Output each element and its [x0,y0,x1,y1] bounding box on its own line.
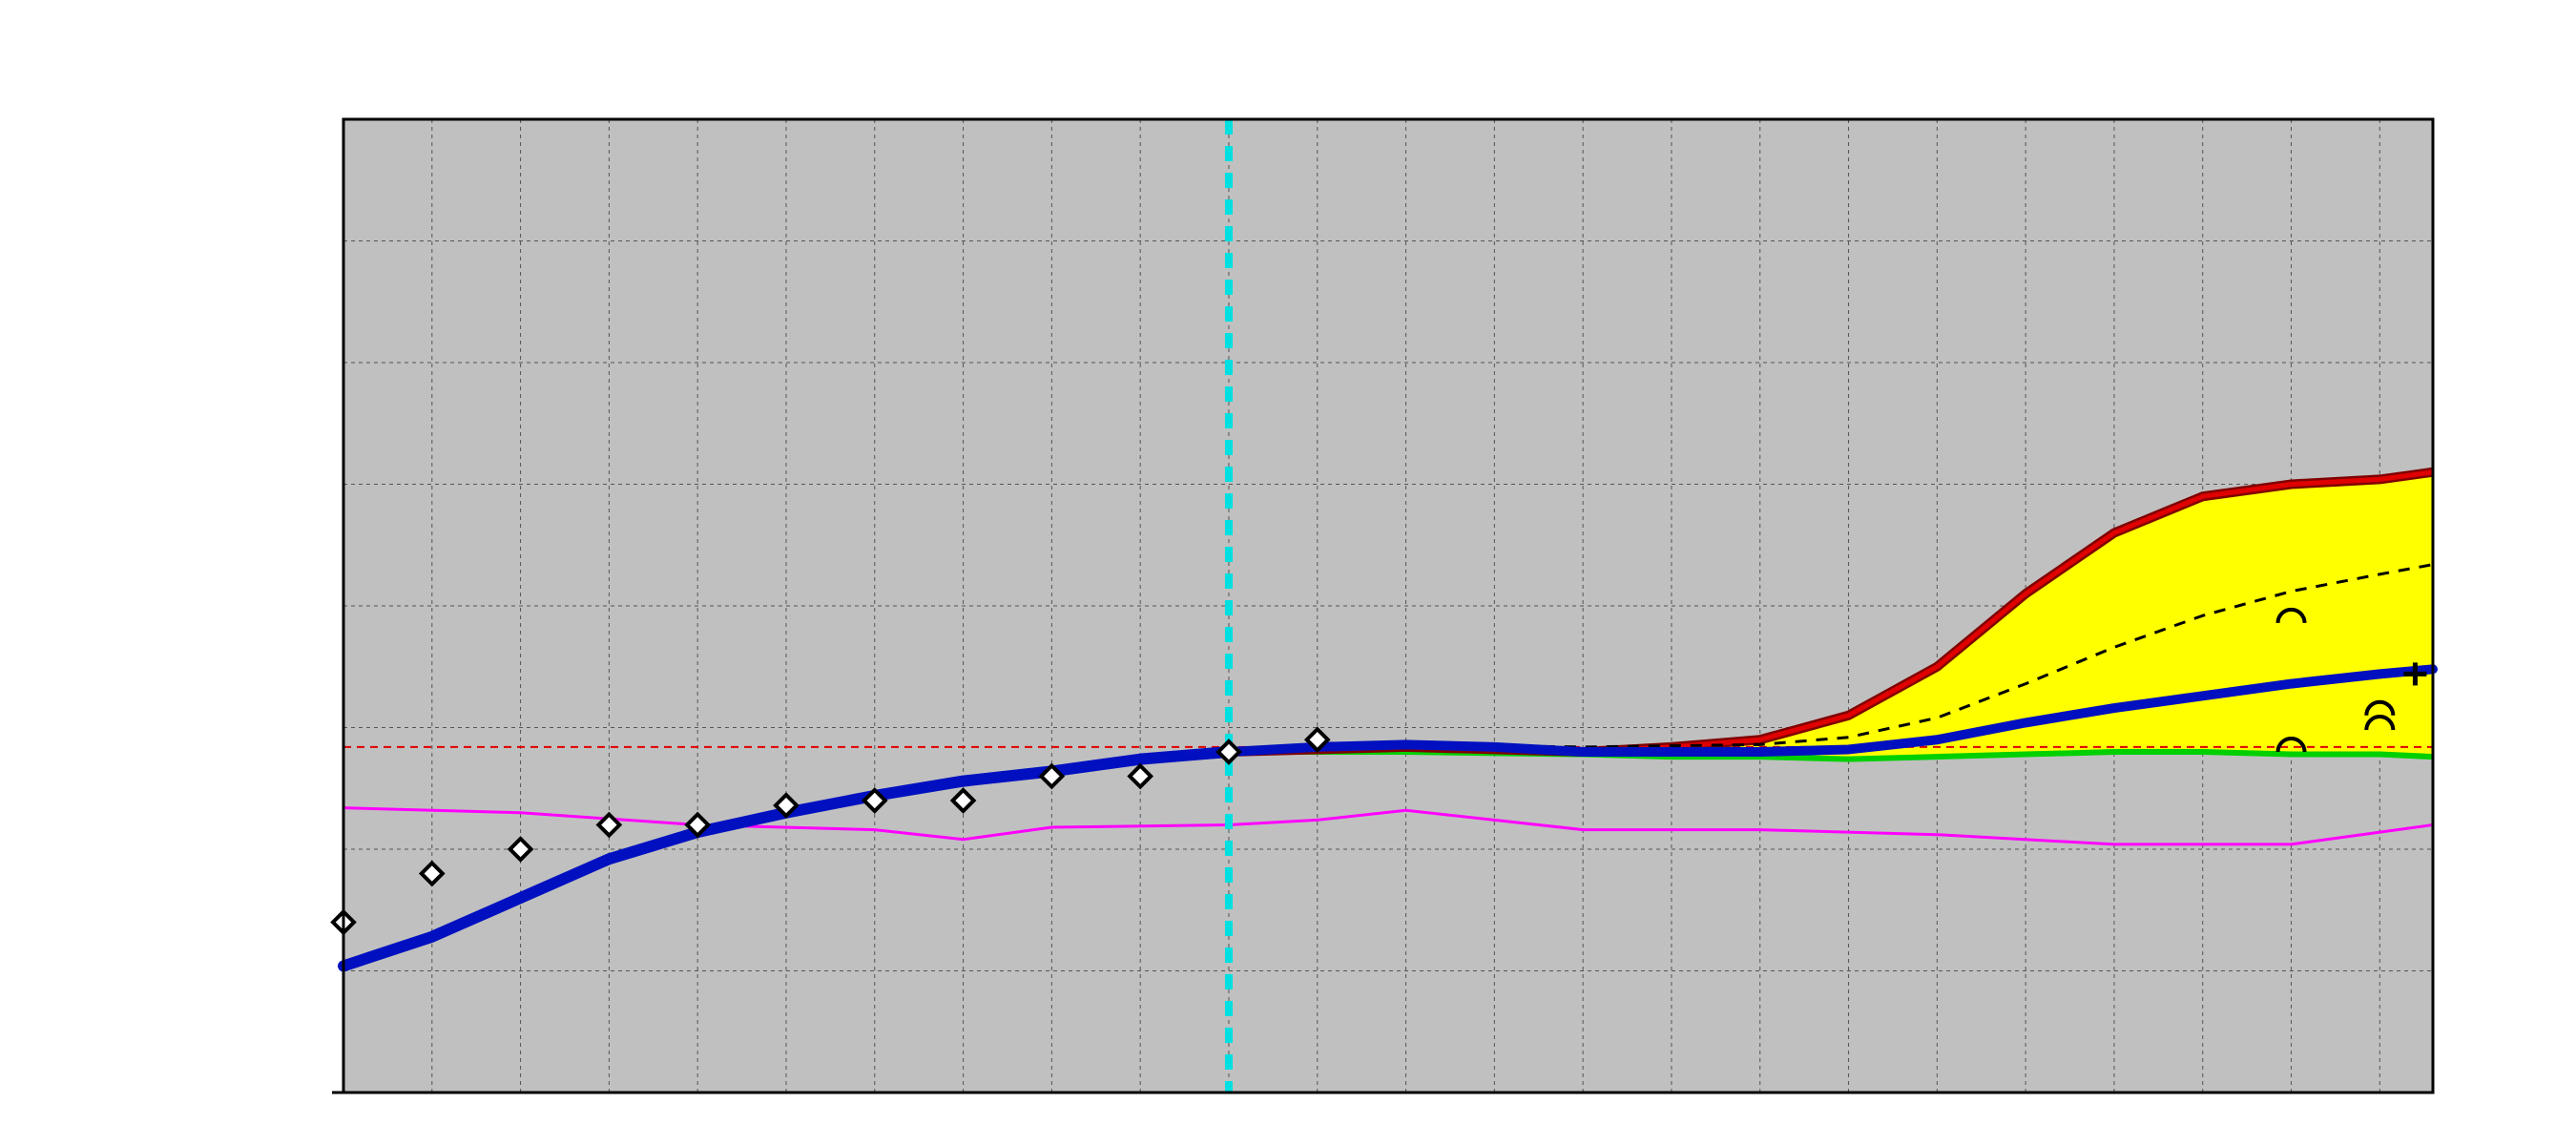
chart-container: { "canvas": { "w": 2700, "h": 1200, "bg"… [0,0,2576,1145]
water-level-chart [0,0,2576,1145]
